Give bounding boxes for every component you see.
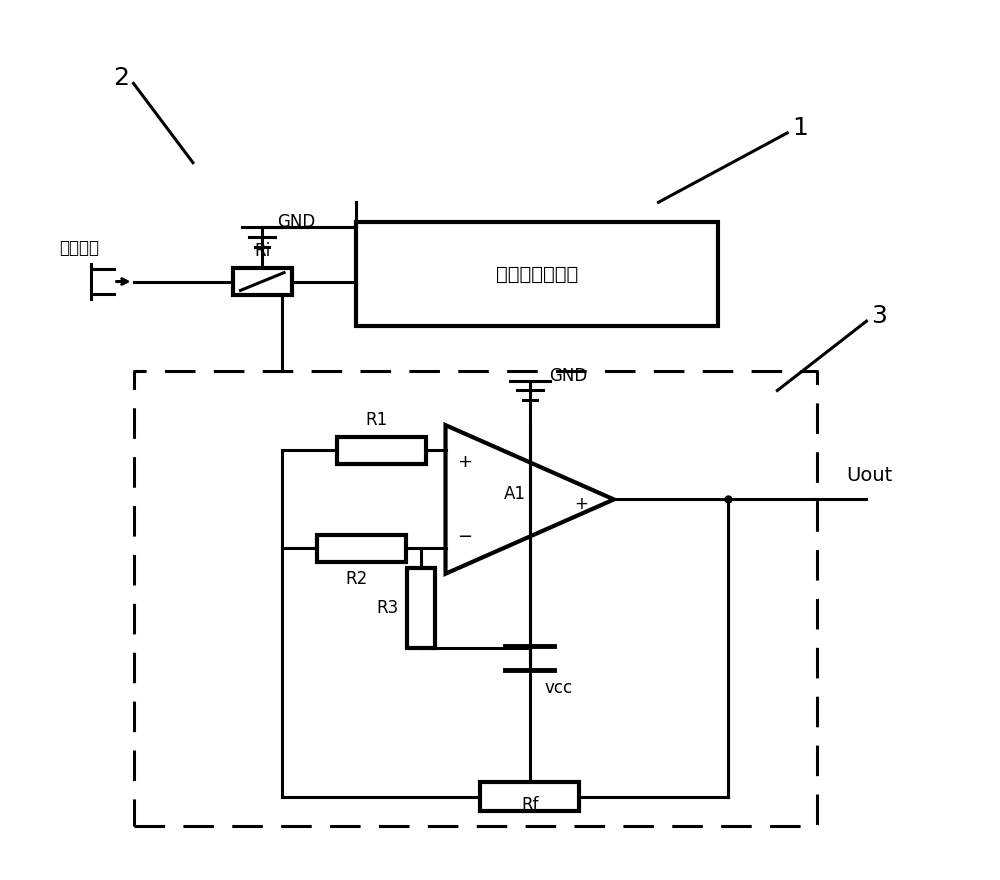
Text: 3: 3 <box>871 304 887 328</box>
Text: 干扰源电路模块: 干扰源电路模块 <box>496 265 578 283</box>
Text: GND: GND <box>277 213 315 231</box>
Text: 电源输入: 电源输入 <box>59 238 99 257</box>
Text: Uout: Uout <box>847 466 893 485</box>
Text: A1: A1 <box>504 486 526 503</box>
Text: R1: R1 <box>365 411 387 429</box>
Text: Ri: Ri <box>254 242 270 260</box>
Text: R2: R2 <box>345 570 367 588</box>
Bar <box>407 568 435 648</box>
Bar <box>480 781 579 811</box>
Text: vcc: vcc <box>545 678 573 697</box>
Text: 1: 1 <box>792 116 808 140</box>
Text: Rf: Rf <box>521 796 538 814</box>
Text: GND: GND <box>550 367 588 385</box>
Text: +: + <box>574 495 588 513</box>
Text: R3: R3 <box>377 599 399 617</box>
Text: −: − <box>457 528 473 546</box>
Text: 2: 2 <box>114 66 130 90</box>
Text: +: + <box>457 453 472 472</box>
Bar <box>356 222 718 326</box>
Bar <box>317 534 406 562</box>
Bar <box>233 268 292 296</box>
Bar <box>337 436 426 465</box>
